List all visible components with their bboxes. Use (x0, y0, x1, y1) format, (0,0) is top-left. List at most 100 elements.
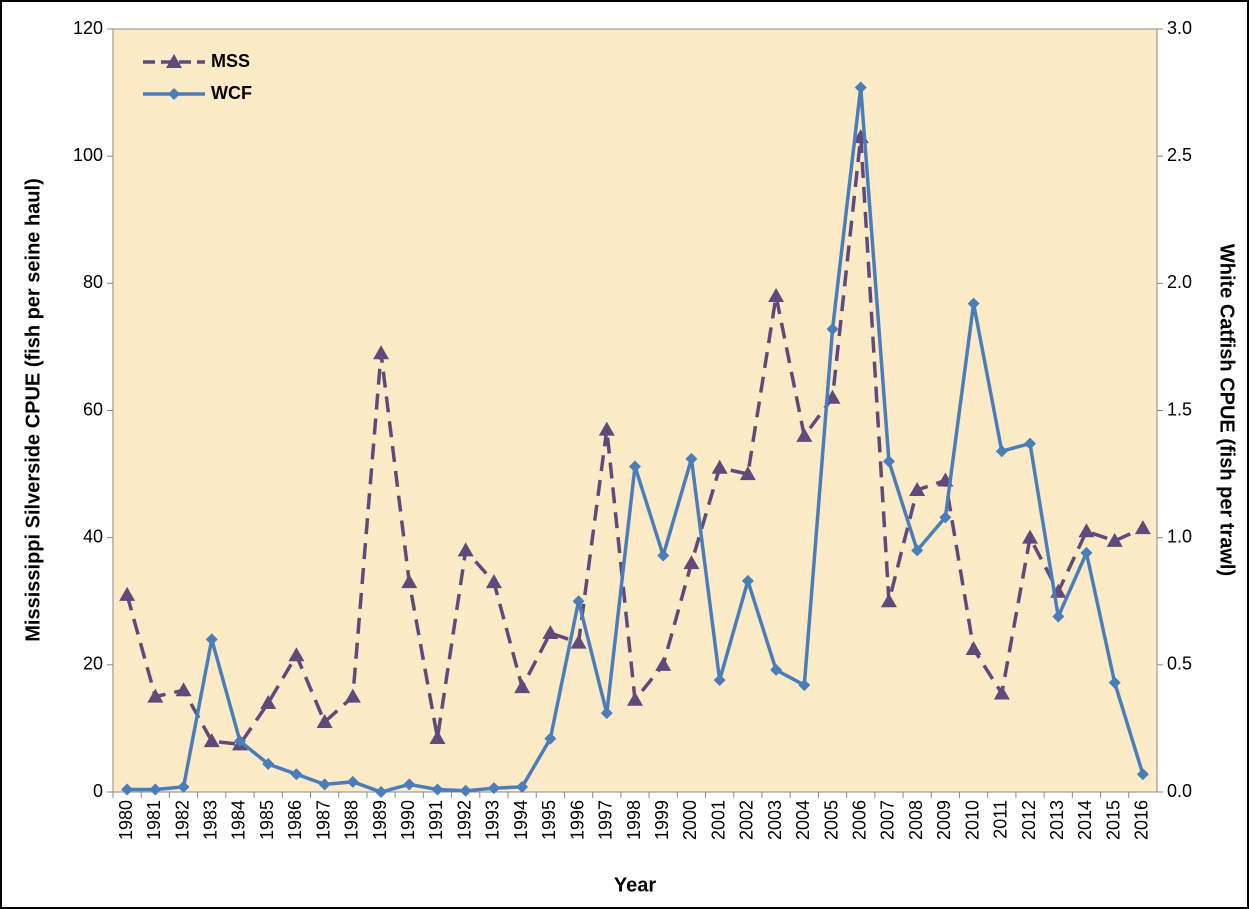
marker (1136, 768, 1149, 781)
legend-marker (166, 54, 182, 68)
marker (177, 780, 190, 793)
marker (657, 549, 670, 562)
y2-tick-label: 2.5 (1167, 145, 1192, 165)
marker (429, 729, 446, 744)
marker (1134, 520, 1151, 535)
marker (711, 459, 728, 474)
x-tick-label: 1984 (229, 800, 249, 840)
marker (880, 593, 897, 608)
x-tick-label: 1985 (257, 800, 277, 840)
marker (203, 733, 220, 748)
marker (149, 783, 162, 796)
marker (965, 640, 982, 655)
marker (485, 574, 502, 589)
x-tick-label: 1999 (652, 800, 672, 840)
x-tick-label: 2012 (1019, 800, 1039, 840)
y2-tick-label: 0.0 (1167, 781, 1192, 801)
marker (457, 542, 474, 557)
marker (233, 735, 246, 748)
x-tick-label: 2005 (821, 800, 841, 840)
marker (939, 511, 952, 524)
y2-axis-title: White Catfish CPUE (fish per trawl) (1216, 244, 1238, 576)
legend-marker (168, 88, 180, 100)
x-tick-label: 2014 (1075, 800, 1095, 840)
y-tick-label: 0 (93, 781, 103, 801)
y-axis-title: Mississippi Silverside CPUE (fish per se… (22, 178, 44, 641)
x-tick-label: 2011 (991, 800, 1011, 839)
marker (683, 555, 700, 570)
marker (1024, 437, 1037, 450)
marker (911, 544, 924, 557)
marker (290, 768, 303, 781)
marker (431, 783, 444, 796)
marker (121, 783, 134, 796)
x-tick-label: 2001 (708, 800, 728, 840)
x-tick-label: 1986 (285, 800, 305, 840)
y2-tick-label: 3.0 (1167, 18, 1192, 38)
x-tick-label: 1994 (511, 800, 531, 840)
x-tick-label: 1991 (426, 800, 446, 840)
x-tick-label: 1981 (144, 800, 164, 840)
marker (288, 647, 305, 662)
y2-tick-label: 0.5 (1167, 654, 1192, 674)
marker (739, 466, 756, 481)
marker (262, 758, 275, 771)
marker (542, 625, 559, 640)
marker (993, 685, 1010, 700)
marker (1106, 532, 1123, 547)
y-tick-label: 120 (73, 18, 103, 38)
marker (318, 778, 331, 791)
x-tick-label: 2016 (1132, 800, 1152, 840)
marker (1078, 523, 1095, 538)
x-axis-title: Year (614, 874, 656, 896)
y-tick-label: 60 (83, 399, 103, 419)
x-tick-label: 2013 (1047, 800, 1067, 840)
x-tick-label: 2009 (934, 800, 954, 840)
marker (995, 445, 1008, 458)
marker (487, 782, 500, 795)
x-tick-label: 2007 (878, 800, 898, 840)
marker (544, 732, 557, 745)
x-tick-label: 2008 (906, 800, 926, 840)
x-tick-label: 1995 (539, 800, 559, 840)
marker (401, 574, 418, 589)
marker (147, 688, 164, 703)
marker (375, 786, 388, 798)
y2-tick-label: 1.5 (1167, 399, 1192, 419)
y2-tick-label: 2.0 (1167, 272, 1192, 292)
x-tick-label: 2004 (793, 800, 813, 840)
marker (768, 288, 785, 303)
marker (1080, 546, 1093, 559)
x-tick-label: 2002 (737, 800, 757, 840)
marker (796, 427, 813, 442)
marker (600, 707, 613, 720)
marker (205, 633, 218, 646)
marker (685, 452, 698, 465)
marker (344, 688, 361, 703)
x-tick-label: 2010 (962, 800, 982, 840)
x-tick-label: 1983 (201, 800, 221, 840)
y-tick-label: 40 (83, 526, 103, 546)
x-tick-label: 2000 (680, 800, 700, 840)
marker (909, 481, 926, 496)
x-tick-label: 1998 (624, 800, 644, 840)
x-tick-label: 2006 (849, 800, 869, 840)
marker (826, 323, 839, 336)
marker (770, 663, 783, 676)
marker (514, 679, 531, 694)
x-tick-label: 1996 (567, 800, 587, 840)
x-tick-label: 1980 (116, 800, 136, 840)
marker (1108, 676, 1121, 689)
marker (459, 784, 472, 797)
y2-tick-label: 1.0 (1167, 526, 1192, 546)
marker (516, 780, 529, 793)
marker (854, 81, 867, 94)
marker (741, 574, 754, 587)
marker (627, 691, 643, 706)
x-tick-label: 2015 (1103, 800, 1123, 840)
y-tick-label: 20 (83, 654, 103, 674)
marker (1052, 610, 1065, 623)
marker (598, 421, 615, 436)
marker (373, 345, 390, 360)
